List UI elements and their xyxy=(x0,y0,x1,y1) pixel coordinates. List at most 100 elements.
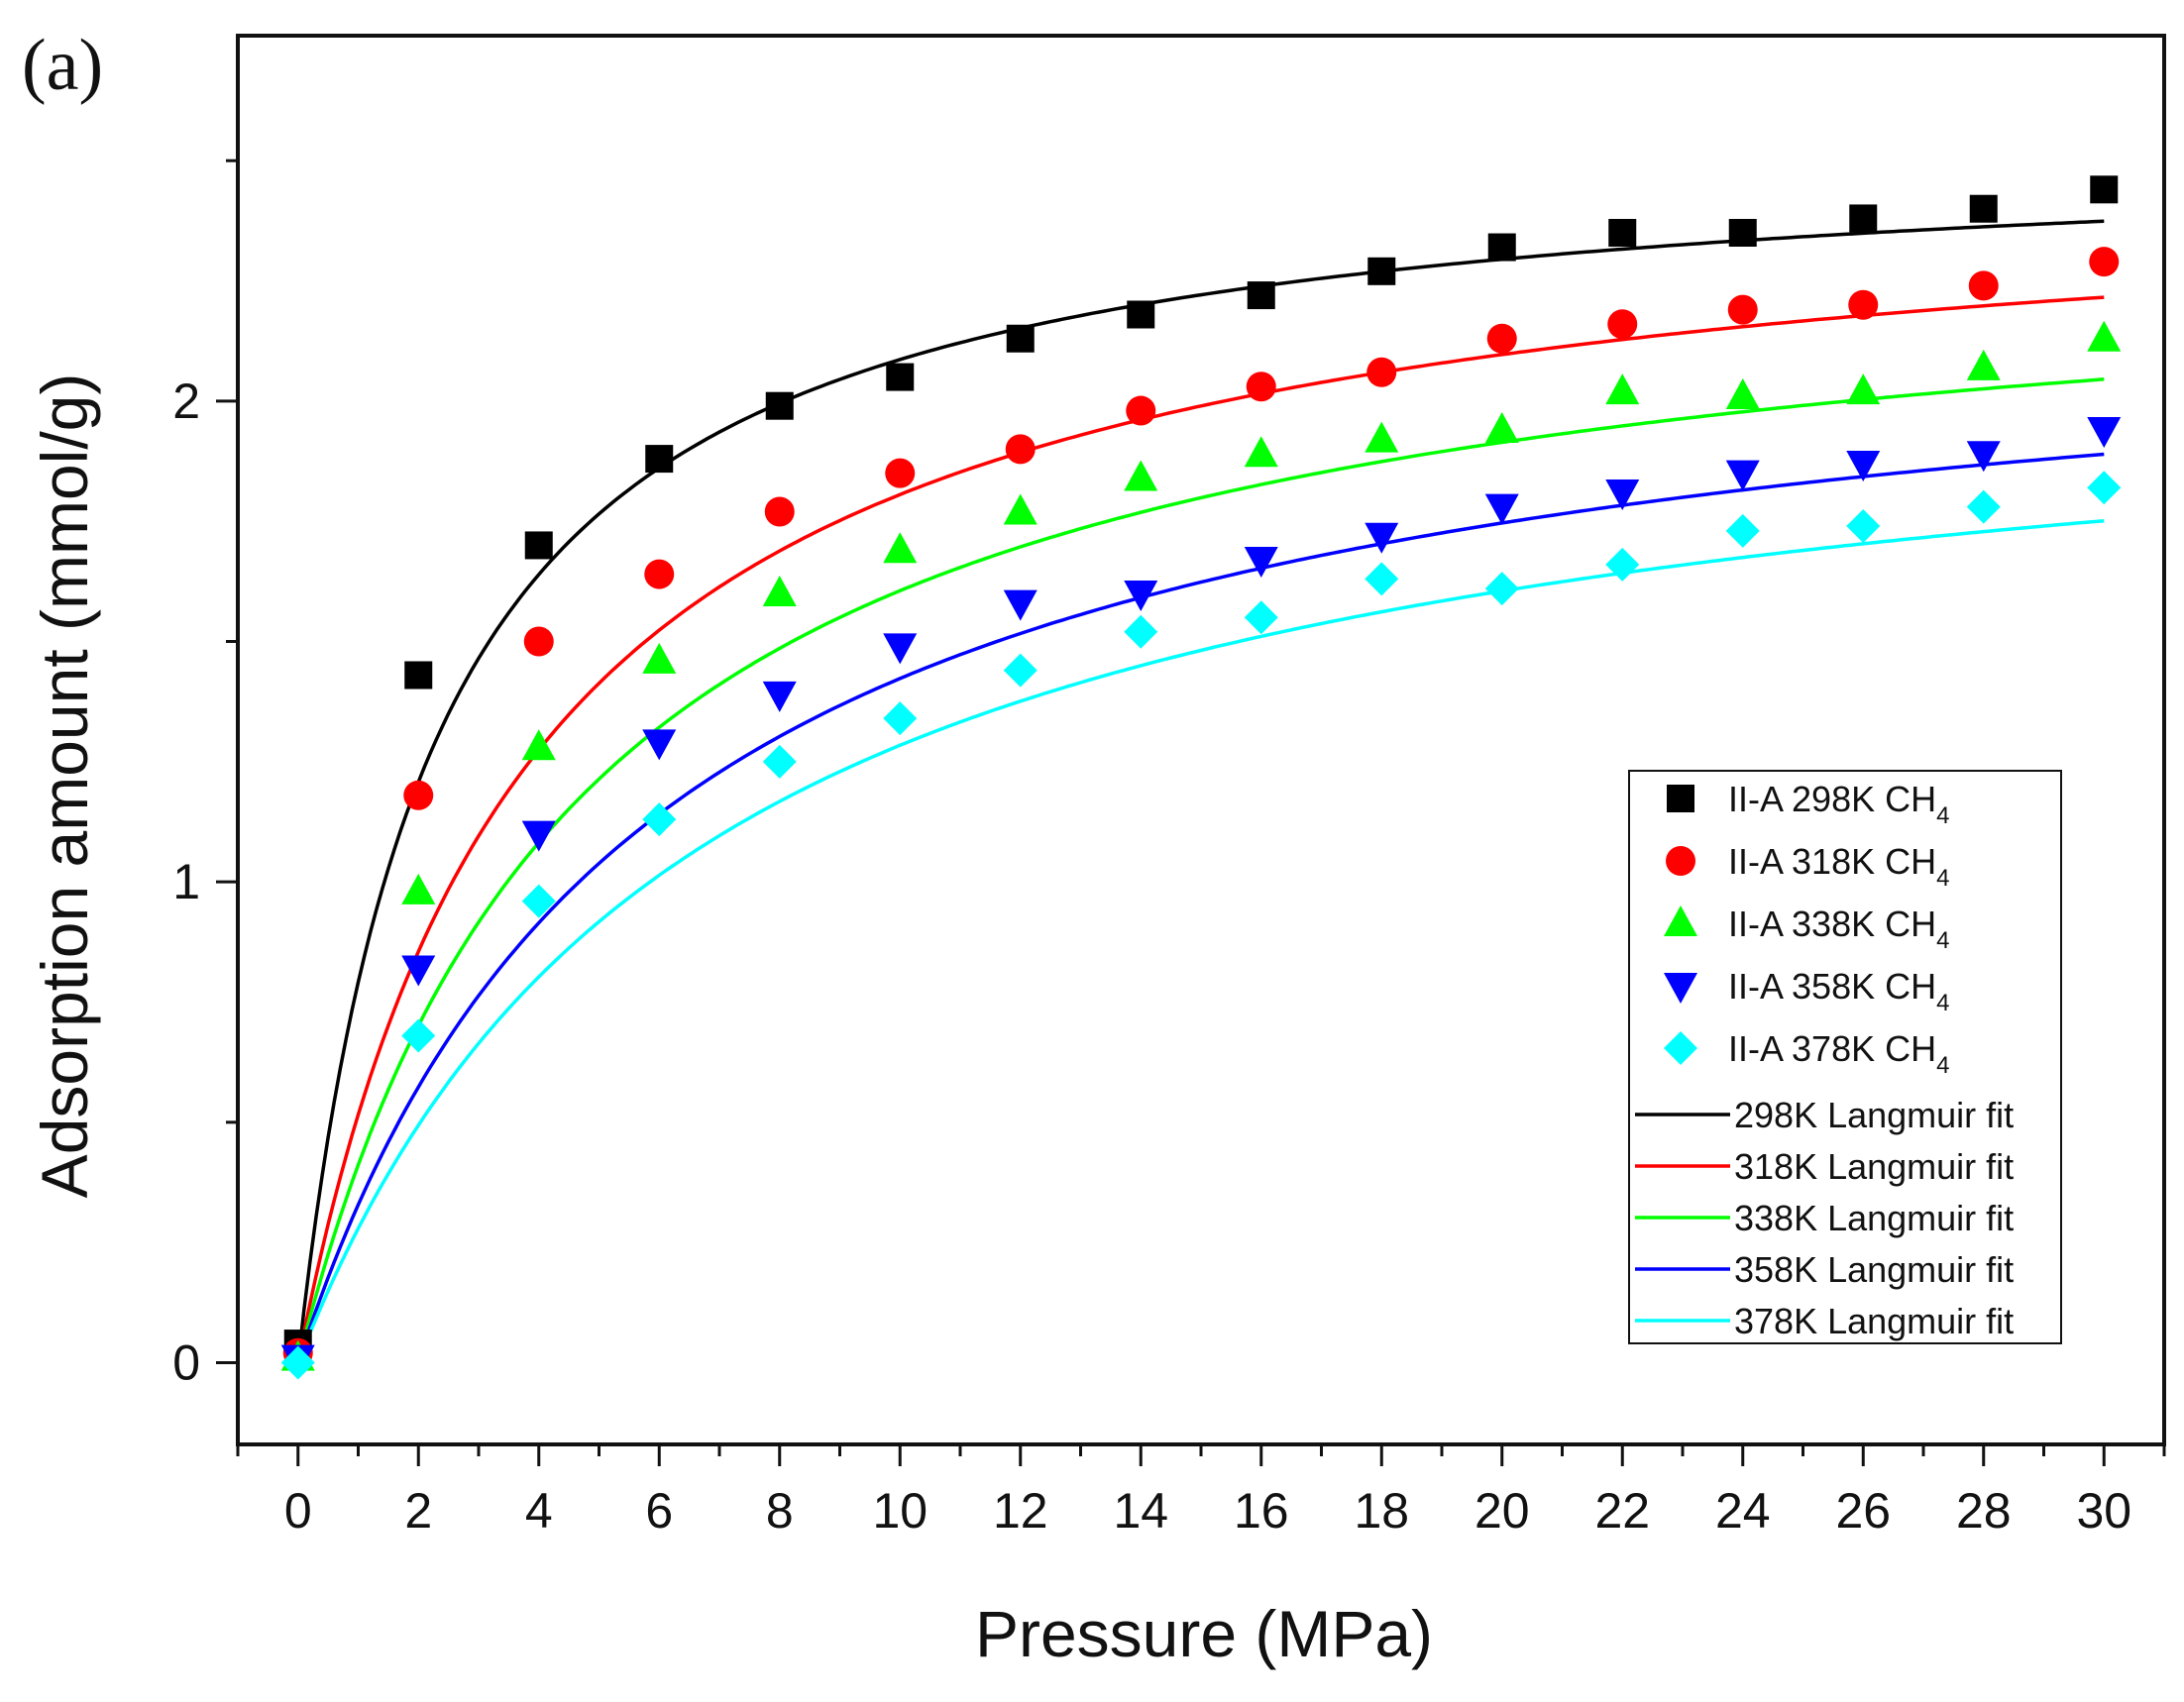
data-point xyxy=(1725,377,1760,409)
data-point xyxy=(1486,323,1517,354)
fit-curve xyxy=(296,377,2105,1363)
data-point xyxy=(1366,357,1397,387)
legend-box xyxy=(1628,770,2062,1344)
x-tick-label: 30 xyxy=(2076,1483,2131,1539)
data-point xyxy=(1244,436,1278,468)
fit-curve xyxy=(296,452,2105,1364)
x-tick-label: 4 xyxy=(525,1483,553,1539)
data-point xyxy=(2089,247,2120,277)
x-tick-label: 16 xyxy=(1234,1483,1289,1539)
x-axis-title: Pressure (MPa) xyxy=(975,1597,1433,1670)
data-point xyxy=(1607,309,1638,340)
data-point xyxy=(1367,257,1396,285)
data-point xyxy=(762,744,797,779)
data-point xyxy=(521,729,556,761)
data-point xyxy=(524,531,553,560)
data-point xyxy=(2090,175,2119,204)
y-tick-label: 1 xyxy=(172,854,200,909)
data-point xyxy=(1968,270,1999,301)
x-tick-label: 0 xyxy=(284,1483,312,1539)
data-point xyxy=(883,633,918,665)
y-tick-label: 0 xyxy=(172,1334,200,1390)
data-point xyxy=(2087,320,2122,352)
legend-marker xyxy=(1667,785,1694,812)
data-point xyxy=(642,802,677,837)
fit-curve xyxy=(296,518,2105,1364)
data-point xyxy=(1127,300,1155,329)
data-point xyxy=(1124,460,1158,491)
data-point xyxy=(1005,434,1036,465)
data-point xyxy=(1966,349,2001,380)
data-point xyxy=(1605,373,1640,405)
data-point xyxy=(1725,460,1760,491)
legend-label: 318K Langmuir fit xyxy=(1734,1146,2014,1187)
legend-label: 338K Langmuir fit xyxy=(1734,1198,2014,1238)
data-point xyxy=(883,701,918,736)
x-tick-label: 2 xyxy=(404,1483,432,1539)
data-point xyxy=(401,955,436,987)
data-point xyxy=(1247,281,1275,310)
data-point xyxy=(1003,653,1037,688)
data-point xyxy=(762,575,797,606)
data-point xyxy=(401,1018,436,1053)
y-axis: 0 1 2 xyxy=(172,159,238,1390)
legend-marker xyxy=(1664,905,1697,936)
data-point xyxy=(521,820,556,852)
x-tick-label: 8 xyxy=(766,1483,794,1539)
fit-curves xyxy=(296,219,2105,1364)
data-point xyxy=(645,445,674,474)
data-point xyxy=(1605,479,1640,511)
data-point xyxy=(1365,562,1399,596)
x-tick-label: 6 xyxy=(645,1483,673,1539)
data-point xyxy=(1124,614,1158,649)
data-point xyxy=(521,884,556,918)
data-point xyxy=(883,532,918,564)
data-point xyxy=(1846,509,1881,544)
data-point xyxy=(764,496,795,527)
legend-label: 378K Langmuir fit xyxy=(1734,1301,2014,1341)
data-point xyxy=(642,729,677,761)
data-point xyxy=(762,681,797,712)
data-point xyxy=(1124,580,1158,611)
data-point xyxy=(1365,522,1399,554)
x-tick-label: 24 xyxy=(1715,1483,1771,1539)
data-point xyxy=(1365,421,1399,453)
data-point xyxy=(1849,204,1878,233)
x-axis: 0 2 4 6 8 10 12 14 16 18 20 22 24 26 28 30 xyxy=(236,1444,2166,1539)
data-point xyxy=(404,661,433,690)
data-point xyxy=(885,458,916,488)
data-point xyxy=(1244,547,1278,579)
data-point xyxy=(644,559,675,589)
x-tick-label: 20 xyxy=(1474,1483,1530,1539)
data-point xyxy=(1605,547,1640,582)
data-point xyxy=(2087,416,2122,448)
data-point xyxy=(401,873,436,904)
fit-curve xyxy=(296,295,2105,1363)
data-point xyxy=(1848,289,1879,320)
data-point xyxy=(1487,233,1516,262)
data-point xyxy=(1246,372,1276,402)
data-point xyxy=(1484,493,1519,525)
legend-marker xyxy=(1666,846,1695,876)
x-tick-label: 22 xyxy=(1594,1483,1650,1539)
legend-marker xyxy=(1664,973,1697,1004)
legend-label: 298K Langmuir fit xyxy=(1734,1095,2014,1135)
y-tick-label: 2 xyxy=(172,373,200,429)
data-point xyxy=(886,363,915,391)
legend-marker xyxy=(1664,1031,1697,1065)
data-point xyxy=(2087,471,2122,505)
data-markers xyxy=(280,175,2122,1380)
data-point xyxy=(765,391,794,420)
data-point xyxy=(1727,294,1758,325)
data-point xyxy=(1846,450,1881,481)
x-tick-label: 28 xyxy=(1956,1483,2012,1539)
data-point xyxy=(1725,513,1760,548)
x-tick-label: 12 xyxy=(993,1483,1048,1539)
data-point xyxy=(1484,411,1519,443)
data-point xyxy=(1608,218,1637,247)
x-tick-label: 26 xyxy=(1835,1483,1891,1539)
y-axis-title: Adsorption amount (mmol/g) xyxy=(28,373,101,1199)
fit-curve xyxy=(296,219,2105,1363)
